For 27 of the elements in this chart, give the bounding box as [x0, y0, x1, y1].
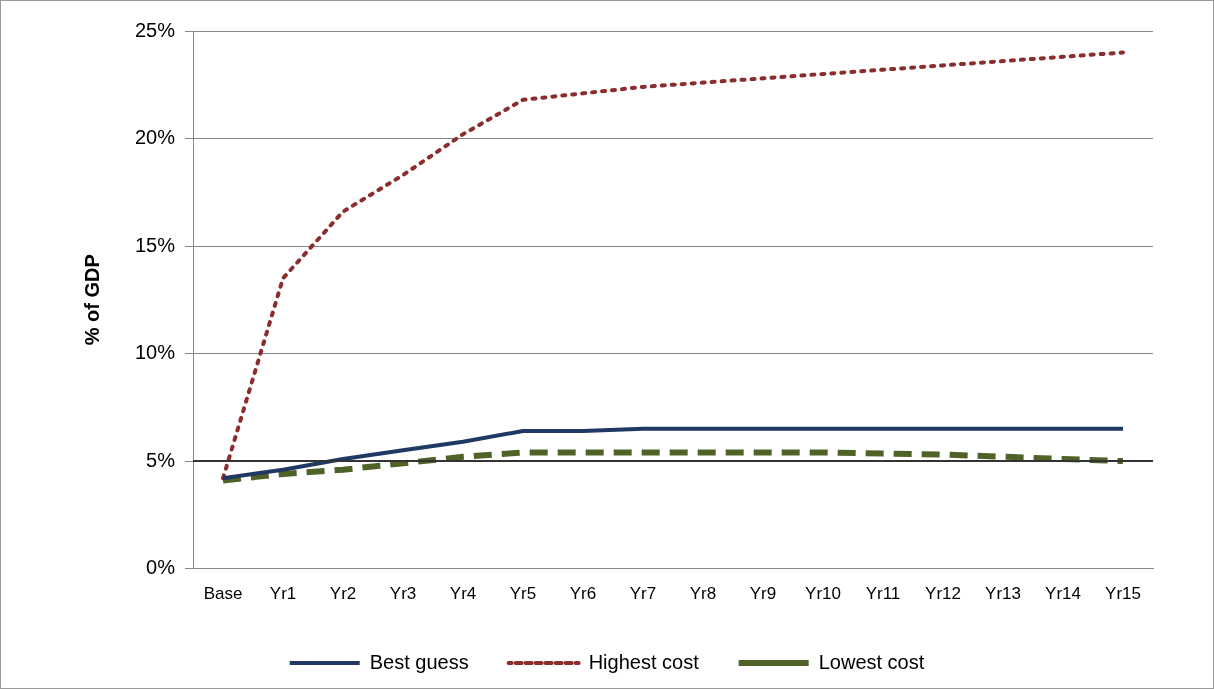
legend-label: Lowest cost: [818, 650, 925, 673]
y-tick-label: 15%: [135, 233, 176, 256]
x-tick-label: Yr5: [509, 584, 537, 604]
x-tick-label: Yr6: [569, 584, 597, 604]
x-tick-label: Yr11: [865, 584, 901, 604]
x-tick-label: Yr14: [1045, 584, 1081, 604]
x-tick-label: Yr13: [985, 584, 1021, 604]
x-tick-label: Yr8: [689, 584, 717, 604]
legend-label: Best guess: [369, 650, 469, 673]
x-tick-label: Yr3: [389, 584, 417, 604]
y-tick-label: 20%: [135, 126, 176, 149]
x-tick-label: Yr4: [449, 584, 477, 604]
y-tick-label: 25%: [135, 18, 176, 41]
y-axis-title: % of GDP: [80, 254, 103, 346]
line-series: [221, 50, 1125, 481]
y-tick-label: 10%: [135, 341, 176, 364]
legend-label: Highest cost: [588, 650, 700, 673]
x-tick-label: Yr7: [629, 584, 657, 604]
x-tick-label: Yr10: [805, 584, 841, 604]
x-tick-label: Yr9: [749, 584, 777, 604]
x-tick-label: Yr15: [1105, 584, 1141, 604]
x-tick-label: Yr2: [329, 584, 357, 604]
y-tick-label: 0%: [146, 556, 176, 579]
x-tick-label: Yr12: [925, 584, 961, 604]
x-tick-label: Yr1: [269, 584, 297, 604]
y-tick-label: 5%: [146, 448, 176, 471]
x-tick-label: Base: [203, 584, 243, 604]
